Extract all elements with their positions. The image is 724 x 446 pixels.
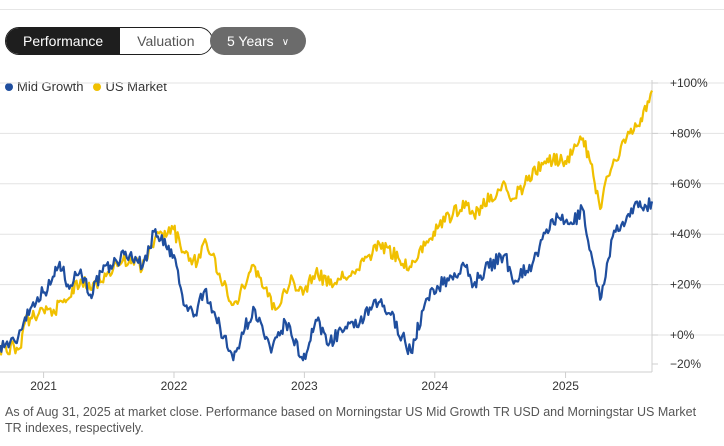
y-tick-label: +100% [670, 76, 708, 90]
y-tick-label: +20% [670, 278, 701, 292]
y-tick-label: −20% [670, 357, 701, 371]
y-tick-label: +0% [670, 328, 695, 342]
valuation-tab[interactable]: Valuation [120, 28, 212, 54]
chevron-down-icon: ∨ [281, 37, 290, 48]
period-dropdown[interactable]: 5 Years ∨ [210, 27, 306, 55]
x-tick-label: 2023 [291, 379, 318, 393]
footnote: As of Aug 31, 2025 at market close. Perf… [5, 405, 697, 435]
y-tick-label: +80% [670, 126, 701, 140]
series-line-mid-growth [0, 197, 654, 362]
top-divider [0, 9, 724, 10]
x-tick-label: 2022 [161, 379, 188, 393]
period-label: 5 Years [226, 33, 274, 49]
y-tick-label: +40% [670, 227, 701, 241]
performance-chart: +100% +80% +60% +40% +20% +0% −20% 2021 2022 2023… [0, 76, 724, 393]
legend-dot-us-market [93, 82, 102, 91]
x-tick-label: 2025 [552, 379, 579, 393]
x-tick-label: 2024 [421, 379, 448, 393]
y-tick-label: +60% [670, 177, 701, 191]
view-toggle: Performance Valuation [5, 27, 213, 55]
x-tick-label: 2021 [30, 379, 57, 393]
legend-dot-mid-growth [5, 82, 13, 91]
performance-tab[interactable]: Performance [6, 28, 121, 54]
